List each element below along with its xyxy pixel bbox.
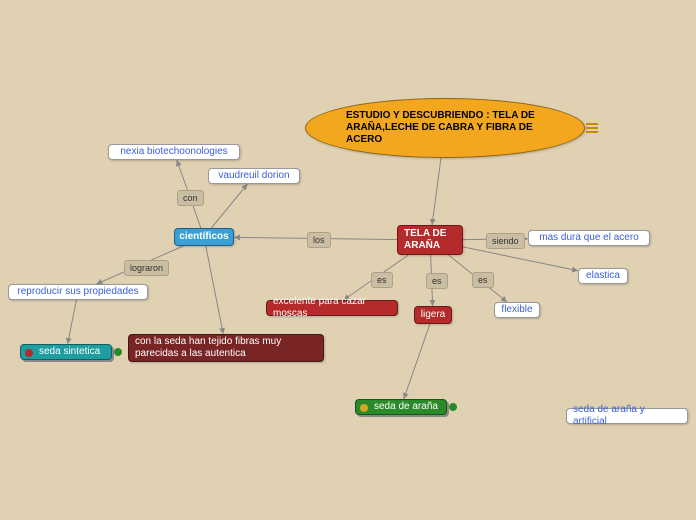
title-text: ESTUDIO Y DESCUBRIENDO : TELA DE ARAÑA,L…: [346, 110, 544, 146]
seda-artificial-text: seda de araña y artificial: [573, 404, 681, 428]
edges-layer: [0, 0, 696, 520]
cientificos-node[interactable]: científicos: [174, 228, 234, 246]
vaudreuil-text: vaudreuil dorion: [218, 170, 289, 182]
seda-sintetica-node[interactable]: seda sintetica: [20, 344, 112, 360]
menu-icon[interactable]: [586, 123, 598, 133]
excelente-text: excelente para cazar moscas: [273, 296, 391, 320]
mas-dura-text: mas dura que el acero: [539, 232, 639, 244]
vaudreuil-node[interactable]: vaudreuil dorion: [208, 168, 300, 184]
seda-sintetica-text: seda sintetica: [39, 346, 100, 358]
ligera-text: ligera: [421, 309, 445, 321]
edge-label-es2: es: [426, 273, 448, 289]
tela-node[interactable]: TELA DE ARAÑA: [397, 225, 463, 255]
edge-label-lograron: lograron: [124, 260, 169, 276]
reproducir-node[interactable]: reproducir sus propiedades: [8, 284, 148, 300]
seda-arana-leftdot: [360, 404, 368, 412]
edge-label-es1: es: [371, 272, 393, 288]
seda-arana-text: seda de araña: [374, 401, 438, 413]
edge-label-es3: es: [472, 272, 494, 288]
edge-label-con: con: [177, 190, 204, 206]
tela-text: TELA DE ARAÑA: [404, 228, 456, 252]
seda-sintetica-rightdot: [114, 348, 122, 356]
title-node[interactable]: ESTUDIO Y DESCUBRIENDO : TELA DE ARAÑA,L…: [305, 98, 585, 158]
elastica-node[interactable]: elastica: [578, 268, 628, 284]
seda-sintetica-leftdot: [25, 349, 33, 357]
mas-dura-node[interactable]: mas dura que el acero: [528, 230, 650, 246]
elastica-text: elastica: [586, 270, 620, 282]
reproducir-text: reproducir sus propiedades: [17, 286, 138, 298]
flexible-node[interactable]: flexible: [494, 302, 540, 318]
flexible-text: flexible: [501, 304, 532, 316]
edge-label-siendo: siendo: [486, 233, 525, 249]
con-seda-text: con la seda han tejido fibras muy pareci…: [135, 336, 317, 360]
excelente-node[interactable]: excelente para cazar moscas: [266, 300, 398, 316]
edge-label-los: los: [307, 232, 331, 248]
seda-artificial-node[interactable]: seda de araña y artificial: [566, 408, 688, 424]
nexia-node[interactable]: nexia biotechoonologies: [108, 144, 240, 160]
cientificos-text: científicos: [179, 231, 228, 243]
seda-arana-node[interactable]: seda de araña: [355, 399, 447, 415]
nexia-text: nexia biotechoonologies: [120, 146, 227, 158]
seda-arana-rightdot: [449, 403, 457, 411]
ligera-node[interactable]: ligera: [414, 306, 452, 324]
con-seda-node[interactable]: con la seda han tejido fibras muy pareci…: [128, 334, 324, 362]
